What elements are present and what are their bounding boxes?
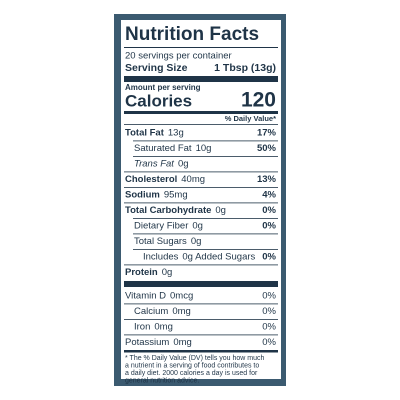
calories-label: Calories <box>125 91 192 110</box>
nutrient-label: Protein <box>125 267 158 278</box>
nutrient-label: Potassium <box>125 337 169 348</box>
nutrient-amount: 95mg <box>164 190 188 201</box>
daily-value: 0% <box>262 221 276 232</box>
footnote-line: * The % Daily Value (DV) tells you how m… <box>125 355 265 362</box>
title: Nutrition Facts <box>125 24 259 45</box>
daily-value: 0% <box>262 322 276 333</box>
nutrient-label: Dietary Fiber <box>134 221 188 232</box>
nutrient-amount: 10g <box>196 143 212 154</box>
nutrient-amount: 0mg <box>172 306 190 317</box>
rule <box>133 156 278 157</box>
rule <box>133 233 278 235</box>
daily-value: 50% <box>257 143 277 154</box>
rule <box>124 303 278 305</box>
daily-value: 4% <box>262 190 276 201</box>
nutrient-label: Includes <box>143 252 179 263</box>
nutrient-amount: 0g <box>178 159 189 170</box>
footnote-line: a nutrient in a serving of food contribu… <box>125 362 259 369</box>
serving-size-label: Serving Size <box>125 62 188 74</box>
nutrient-label: Total Fat <box>125 128 165 139</box>
rule <box>124 334 278 336</box>
daily-value: 0% <box>262 252 276 263</box>
daily-value: 0% <box>262 205 276 216</box>
nutrient-amount: 0g Added Sugars <box>182 252 255 263</box>
nutrient-amount: 13g <box>168 128 184 139</box>
footnote-line: a daily diet. 2000 calories a day is use… <box>125 370 258 377</box>
nutrient-amount: 0g <box>162 267 173 278</box>
nutrient-amount: 0g <box>215 205 226 216</box>
thick-rule <box>124 76 278 82</box>
nutrient-label: Cholesterol <box>125 174 177 185</box>
nutrient-label: Total Sugars <box>134 236 187 247</box>
daily-value: 0% <box>262 337 276 348</box>
nutrient-label: Calcium <box>134 306 168 317</box>
nutrient-label: Saturated Fat <box>134 143 192 154</box>
rule <box>124 171 278 173</box>
serving-size-value: 1 Tbsp (13g) <box>214 62 276 74</box>
daily-value-header: % Daily Value* <box>225 114 276 123</box>
nutrient-amount: 0mcg <box>170 291 193 302</box>
rule <box>133 249 278 250</box>
nutrient-label: Trans Fat <box>134 159 174 170</box>
nutrient-label: Sodium <box>125 190 160 201</box>
calories-value: 120 <box>241 89 276 112</box>
nutrient-amount: 0mg <box>173 337 191 348</box>
daily-value: 0% <box>262 291 276 302</box>
rule <box>124 264 278 266</box>
footnote-line: general nutrition advice. <box>125 377 199 384</box>
daily-value: 0% <box>262 306 276 317</box>
rule <box>124 47 278 48</box>
medium-rule <box>124 350 278 353</box>
medium-rule <box>124 111 278 114</box>
thick-rule <box>124 281 278 287</box>
daily-value: 17% <box>257 128 277 139</box>
nutrient-label: Vitamin D <box>125 291 166 302</box>
rule <box>124 202 278 204</box>
nutrient-amount: 0mg <box>154 322 172 333</box>
nutrient-amount: 0g <box>192 221 203 232</box>
nutrient-label: Iron <box>134 322 150 333</box>
servings: 20 servings per container <box>125 51 232 62</box>
nutrient-amount: 0g <box>191 236 202 247</box>
rule <box>124 319 278 320</box>
rule <box>124 187 278 188</box>
amount-per-serving: Amount per serving <box>125 83 201 92</box>
daily-value: 13% <box>257 174 277 185</box>
nutrient-amount: 40mg <box>181 174 205 185</box>
rule <box>124 124 278 125</box>
rule <box>133 140 278 142</box>
rule <box>133 218 278 219</box>
nutrient-label: Total Carbohydrate <box>125 205 211 216</box>
